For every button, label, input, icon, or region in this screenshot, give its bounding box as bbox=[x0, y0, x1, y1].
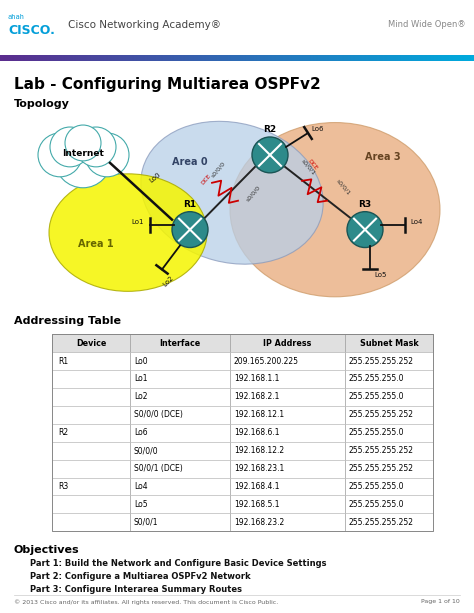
Text: 192.168.12.2: 192.168.12.2 bbox=[234, 446, 284, 455]
Text: Lo1: Lo1 bbox=[132, 219, 144, 224]
Text: 192.168.2.1: 192.168.2.1 bbox=[234, 392, 279, 402]
Text: 209.165.200.225: 209.165.200.225 bbox=[234, 357, 299, 365]
Text: Area 3: Area 3 bbox=[365, 152, 401, 162]
Text: 192.168.5.1: 192.168.5.1 bbox=[234, 500, 280, 509]
FancyBboxPatch shape bbox=[52, 442, 433, 460]
Text: Objectives: Objectives bbox=[14, 546, 80, 555]
Text: Subnet Mask: Subnet Mask bbox=[360, 338, 419, 348]
Text: S0/0/1 (DCE): S0/0/1 (DCE) bbox=[134, 464, 183, 473]
Text: Topology: Topology bbox=[14, 99, 70, 109]
Text: 255.255.255.0: 255.255.255.0 bbox=[349, 392, 404, 402]
Circle shape bbox=[55, 132, 111, 188]
Text: 192.168.1.1: 192.168.1.1 bbox=[234, 375, 279, 384]
FancyBboxPatch shape bbox=[52, 478, 433, 495]
FancyBboxPatch shape bbox=[52, 334, 433, 352]
FancyBboxPatch shape bbox=[52, 460, 433, 478]
FancyBboxPatch shape bbox=[52, 370, 433, 388]
Text: DCE: DCE bbox=[307, 158, 319, 171]
Text: s0/0/0: s0/0/0 bbox=[210, 161, 226, 179]
Text: Area 0: Area 0 bbox=[172, 157, 208, 167]
Text: Part 1: Build the Network and Configure Basic Device Settings: Part 1: Build the Network and Configure … bbox=[30, 559, 327, 568]
Text: S0/0/1: S0/0/1 bbox=[134, 518, 158, 527]
Circle shape bbox=[347, 211, 383, 248]
Text: Page 1 of 10: Page 1 of 10 bbox=[421, 599, 460, 604]
Ellipse shape bbox=[49, 174, 207, 291]
Text: R3: R3 bbox=[358, 200, 372, 208]
Text: 255.255.255.0: 255.255.255.0 bbox=[349, 500, 404, 509]
FancyBboxPatch shape bbox=[52, 514, 433, 531]
Text: Addressing Table: Addressing Table bbox=[14, 316, 121, 326]
Text: 192.168.23.1: 192.168.23.1 bbox=[234, 464, 284, 473]
Text: Area 1: Area 1 bbox=[78, 238, 114, 248]
Text: s0/0/0: s0/0/0 bbox=[245, 185, 261, 203]
Text: Lo6: Lo6 bbox=[134, 428, 147, 437]
Text: Mind Wide Open®: Mind Wide Open® bbox=[388, 20, 466, 29]
Text: Lo5: Lo5 bbox=[375, 272, 387, 278]
FancyBboxPatch shape bbox=[52, 406, 433, 424]
Text: 255.255.255.252: 255.255.255.252 bbox=[349, 446, 414, 455]
Text: Lo4: Lo4 bbox=[411, 219, 423, 224]
Circle shape bbox=[38, 133, 82, 177]
FancyBboxPatch shape bbox=[52, 388, 433, 406]
Text: 255.255.255.252: 255.255.255.252 bbox=[349, 518, 414, 527]
Circle shape bbox=[85, 133, 129, 177]
Text: 192.168.23.2: 192.168.23.2 bbox=[234, 518, 284, 527]
Text: s0/0/1: s0/0/1 bbox=[335, 178, 351, 196]
FancyBboxPatch shape bbox=[52, 495, 433, 514]
Text: Interface: Interface bbox=[159, 338, 201, 348]
Text: R3: R3 bbox=[58, 482, 68, 491]
Text: Cisco Networking Academy®: Cisco Networking Academy® bbox=[68, 20, 221, 30]
Text: Internet: Internet bbox=[62, 150, 104, 158]
Text: 255.255.255.252: 255.255.255.252 bbox=[349, 410, 414, 419]
Circle shape bbox=[65, 125, 101, 161]
Text: 255.255.255.252: 255.255.255.252 bbox=[349, 464, 414, 473]
Text: DCE: DCE bbox=[200, 173, 212, 186]
Text: 192.168.12.1: 192.168.12.1 bbox=[234, 410, 284, 419]
Text: Lo6: Lo6 bbox=[312, 126, 324, 132]
Circle shape bbox=[252, 137, 288, 173]
Text: Lo0: Lo0 bbox=[134, 357, 147, 365]
Text: 255.255.255.0: 255.255.255.0 bbox=[349, 482, 404, 491]
Circle shape bbox=[172, 211, 208, 248]
FancyBboxPatch shape bbox=[52, 352, 433, 370]
Text: Device: Device bbox=[76, 338, 106, 348]
Circle shape bbox=[50, 127, 90, 167]
Text: Lo0: Lo0 bbox=[148, 172, 162, 184]
Ellipse shape bbox=[230, 123, 440, 297]
Text: Lab - Configuring Multiarea OSPFv2: Lab - Configuring Multiarea OSPFv2 bbox=[14, 77, 321, 92]
Text: Lo2: Lo2 bbox=[162, 275, 174, 288]
Text: S0/0/0: S0/0/0 bbox=[134, 446, 159, 455]
Text: R2: R2 bbox=[264, 125, 276, 134]
Text: © 2013 Cisco and/or its affiliates. All rights reserved. This document is Cisco : © 2013 Cisco and/or its affiliates. All … bbox=[14, 599, 278, 604]
Ellipse shape bbox=[141, 121, 323, 264]
Circle shape bbox=[76, 127, 116, 167]
Text: Part 3: Configure Interarea Summary Routes: Part 3: Configure Interarea Summary Rout… bbox=[30, 585, 242, 594]
Text: R2: R2 bbox=[58, 428, 68, 437]
Text: R1: R1 bbox=[183, 200, 197, 208]
Text: CISCO.: CISCO. bbox=[8, 24, 55, 37]
Text: S0/0/0 (DCE): S0/0/0 (DCE) bbox=[134, 410, 183, 419]
Text: Lo5: Lo5 bbox=[134, 500, 147, 509]
Text: Lo4: Lo4 bbox=[134, 482, 147, 491]
Text: Lo2: Lo2 bbox=[134, 392, 147, 402]
Text: 255.255.255.0: 255.255.255.0 bbox=[349, 375, 404, 384]
Text: ahah: ahah bbox=[8, 14, 25, 20]
Text: 192.168.4.1: 192.168.4.1 bbox=[234, 482, 280, 491]
Text: IP Address: IP Address bbox=[264, 338, 312, 348]
Text: 192.168.6.1: 192.168.6.1 bbox=[234, 428, 280, 437]
Text: s0/0/1: s0/0/1 bbox=[300, 158, 316, 176]
Text: 255.255.255.0: 255.255.255.0 bbox=[349, 428, 404, 437]
Text: Lo1: Lo1 bbox=[134, 375, 147, 384]
FancyBboxPatch shape bbox=[52, 424, 433, 442]
Text: 255.255.255.252: 255.255.255.252 bbox=[349, 357, 414, 365]
Text: Part 2: Configure a Multiarea OSPFv2 Network: Part 2: Configure a Multiarea OSPFv2 Net… bbox=[30, 572, 251, 581]
Text: R1: R1 bbox=[58, 357, 68, 365]
